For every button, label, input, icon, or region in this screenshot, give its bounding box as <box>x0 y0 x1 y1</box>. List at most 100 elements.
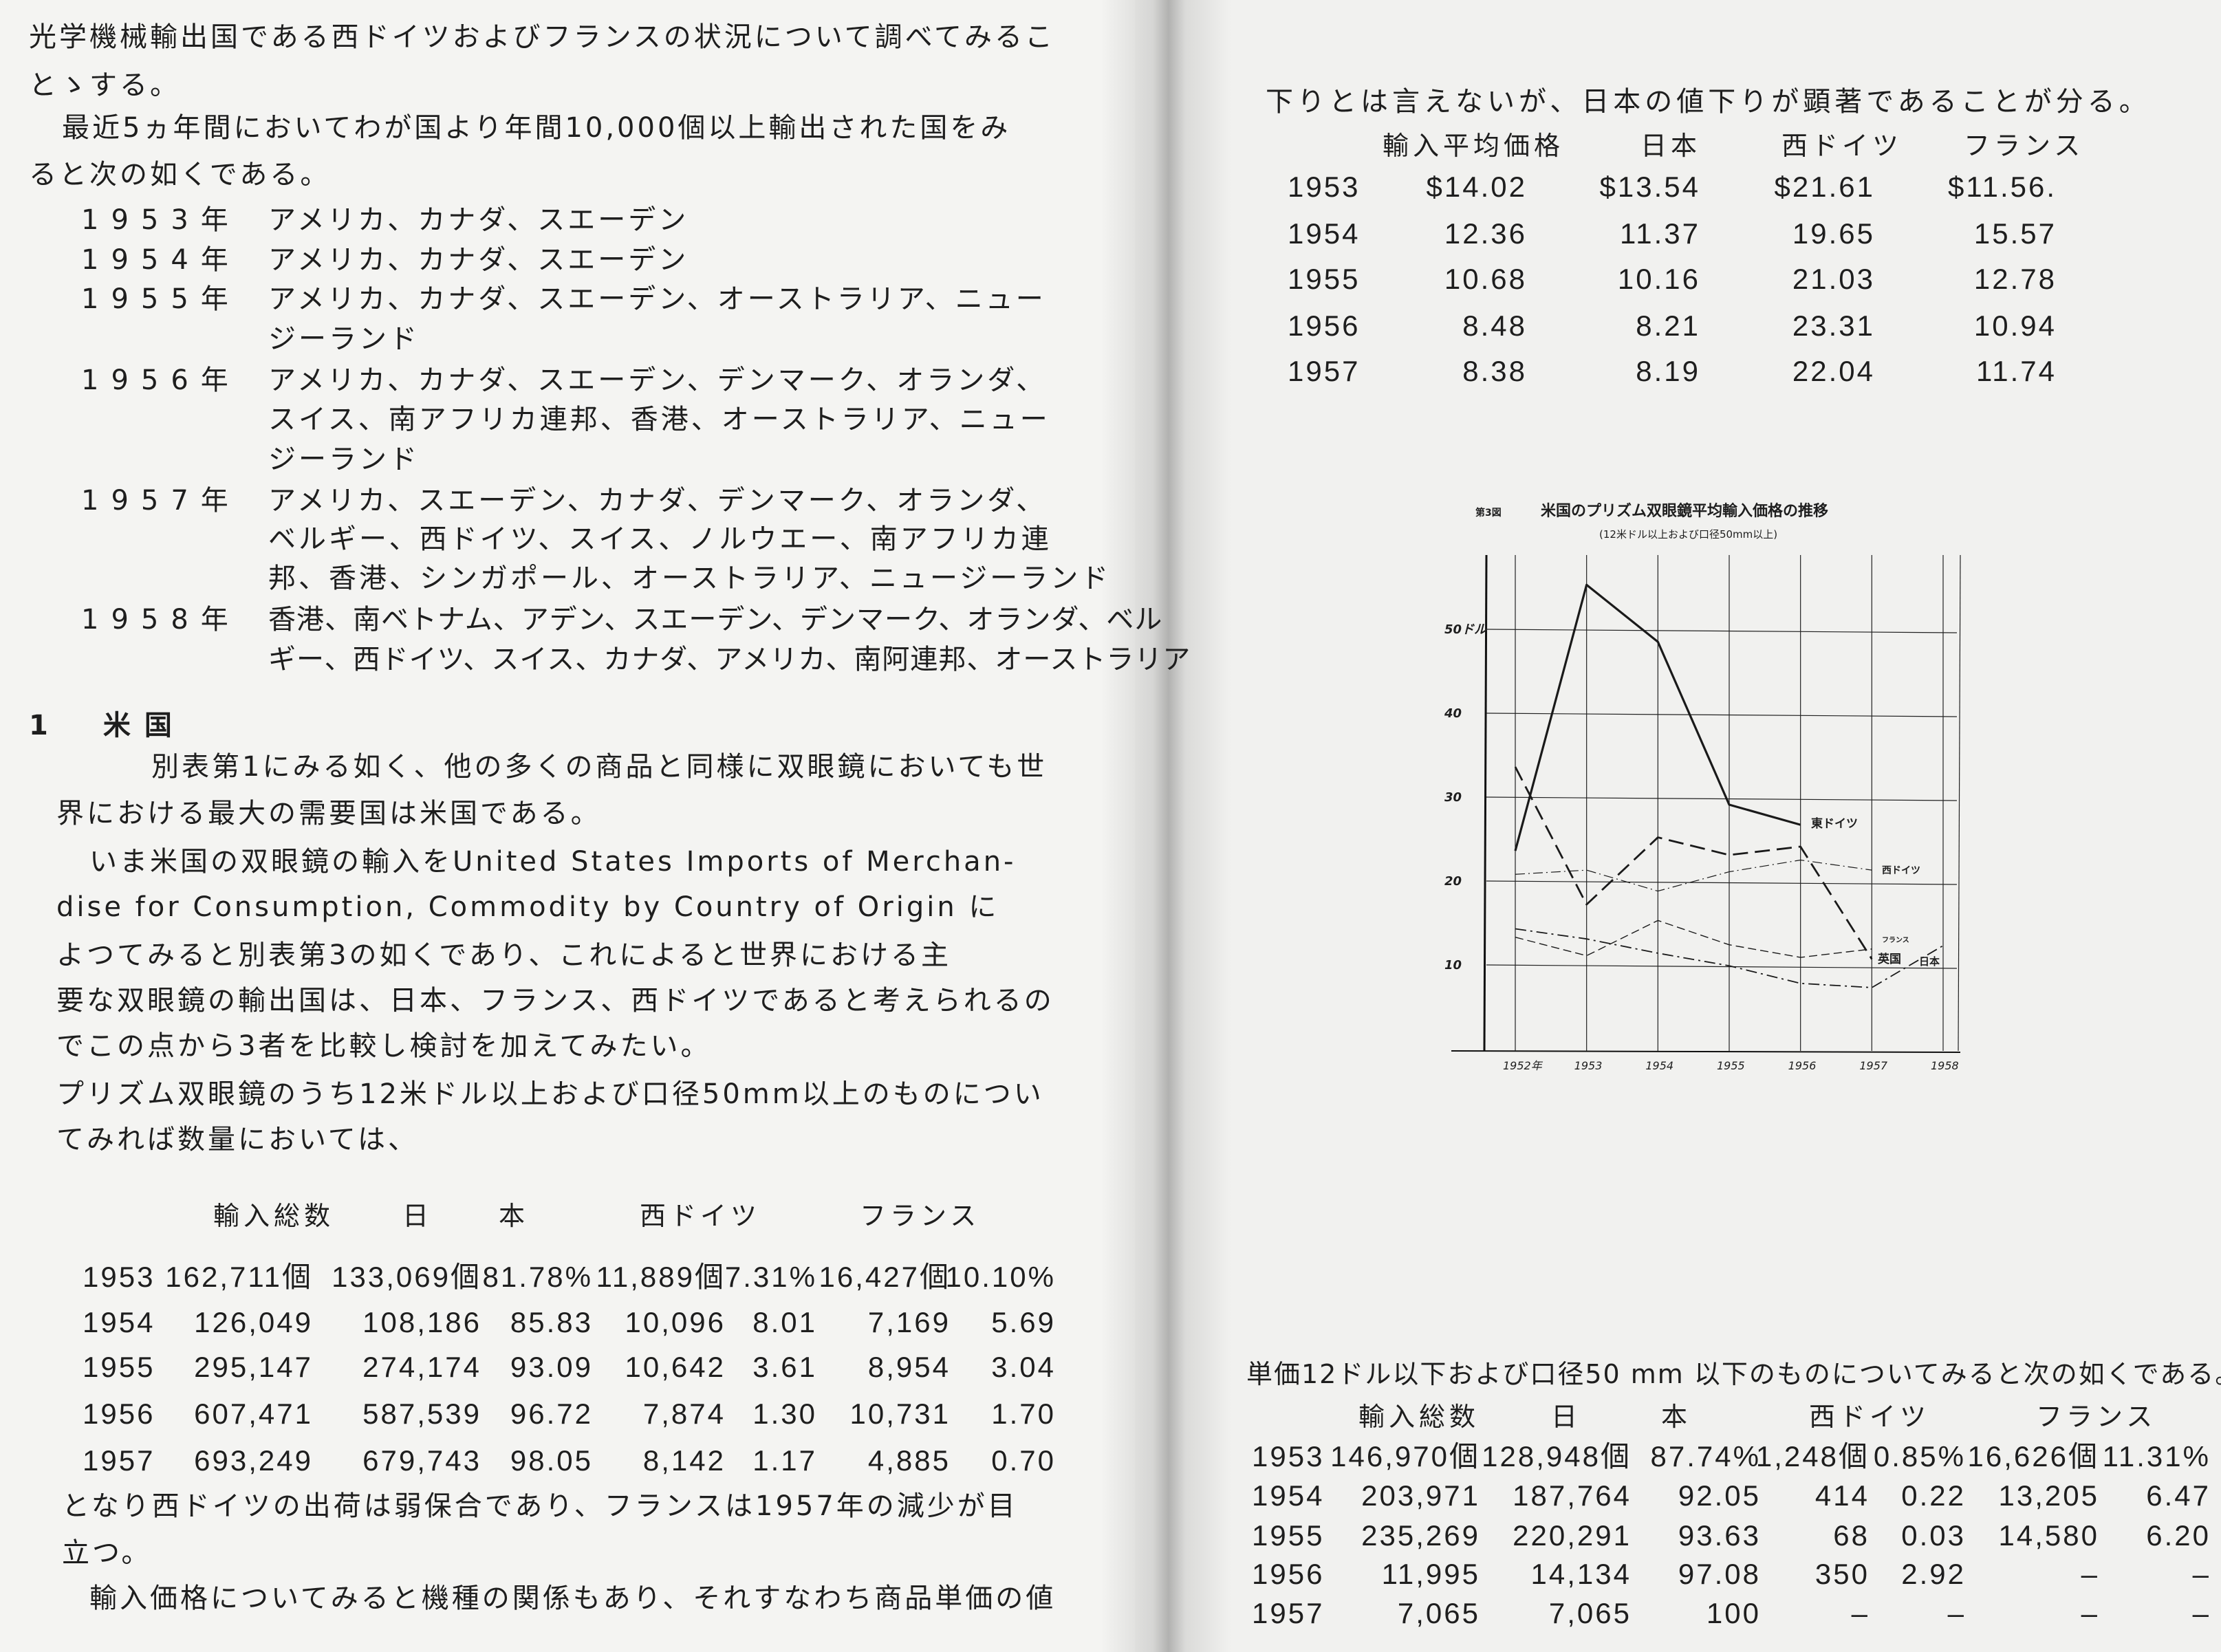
quantity-table-year: 1953 <box>83 1261 155 1293</box>
country-list-year: 1958年 <box>81 604 241 635</box>
price-table-cell: 11.37 <box>1620 217 1700 250</box>
quantity-table-cell: 8.01 <box>752 1306 817 1338</box>
y-tick-label: 20 <box>1444 874 1462 889</box>
series-line <box>1515 920 1872 958</box>
price-table-cell: $13.54 <box>1599 171 1700 203</box>
chart-subtitle: (12米ドル以上および口径50mm以上) <box>1599 528 1777 541</box>
small-items-table-cell: 203,971 <box>1361 1479 1480 1512</box>
quantity-table-cell: 108,186 <box>362 1306 481 1338</box>
price-table-cell: 23.31 <box>1792 309 1875 342</box>
price-table-cell: 19.65 <box>1792 217 1875 250</box>
right-page <box>1135 0 2221 1652</box>
quantity-table-cell: 274,174 <box>362 1351 481 1383</box>
quantity-table-year: 1956 <box>83 1398 155 1430</box>
quantity-table-cell: 96.72 <box>510 1398 593 1430</box>
horizontal-gridline <box>1486 629 1958 633</box>
book-binding-shadow <box>1101 0 1231 1652</box>
small-items-table-cell: 7,065 <box>1548 1597 1632 1629</box>
series-line <box>1514 583 1801 851</box>
quantity-table-cell: 1.70 <box>991 1398 1056 1430</box>
body-line: プリズム双眼鏡のうち12米ドル以上および口径50mm以上のものについ <box>56 1078 1044 1110</box>
quantity-table-cell: 93.09 <box>510 1351 593 1383</box>
closing-line: となり西ドイツの出荷は弱保合であり、フランスは1957年の減少が目 <box>62 1490 1018 1522</box>
quantity-table-cell: 81.78% <box>482 1261 593 1293</box>
small-items-line: 単価12ドル以下および口径50 mm 以下のものについてみると次の如くである。 <box>1246 1359 2221 1389</box>
quantity-table-cell: 8,954 <box>867 1351 951 1383</box>
country-list-line: 邦、香港、シンガポール、オーストラリア、ニュージーランド <box>268 563 1112 594</box>
chart-series <box>1514 583 1944 988</box>
series-label: 英国 <box>1878 952 1901 966</box>
quantity-table-cell: 8,142 <box>642 1444 726 1477</box>
price-table-cell: 8.38 <box>1462 355 1527 387</box>
price-table-cell: 12.78 <box>1973 263 2057 295</box>
country-list-line: アメリカ、カナダ、スエーデン、デンマーク、オランダ、 <box>268 365 1047 396</box>
price-table-cell: 10.94 <box>1973 309 2057 342</box>
table-header: 輸入総数 <box>1358 1402 1480 1432</box>
quantity-table-cell: 0.70 <box>991 1444 1056 1477</box>
intro-line: とゝする。 <box>29 69 180 101</box>
quantity-table-cell: 3.61 <box>752 1351 817 1383</box>
x-tick-label: 1957 <box>1859 1059 1888 1072</box>
price-table-year: 1957 <box>1288 355 1361 387</box>
body-line: dise for Consumption, Commodity by Count… <box>56 891 999 923</box>
y-tick-label: 40 <box>1444 706 1462 721</box>
small-items-table-cell: 100 <box>1706 1597 1761 1629</box>
y-tick-label: 50ドル <box>1444 622 1487 637</box>
small-items-table-cell: 0.22 <box>1901 1479 1966 1512</box>
small-items-table-year: 1954 <box>1252 1479 1325 1512</box>
small-items-table-cell: – <box>2081 1597 2099 1629</box>
price-table-cell: 11.74 <box>1976 355 2057 387</box>
horizontal-gridline <box>1486 713 1958 717</box>
quantity-table-cell: 5.69 <box>991 1306 1056 1338</box>
table-header: フランス <box>860 1201 981 1231</box>
small-items-table-year: 1953 <box>1252 1440 1325 1472</box>
body-line: てみれば数量においては、 <box>56 1124 418 1155</box>
price-table-cell: 8.21 <box>1636 309 1700 342</box>
price-table-cell: 10.68 <box>1444 263 1527 295</box>
chart-ticks: 1952年 1953 1954 1955 1956 1957 1958 10 20 30 40 50ド… <box>1444 622 1959 1072</box>
small-items-table-cell: 187,764 <box>1513 1479 1632 1512</box>
small-items-table-cell: – <box>2192 1597 2211 1629</box>
country-list-line: ベルギー、西ドイツ、スイス、ノルウエー、南アフリカ連 <box>268 523 1052 555</box>
body-line: 別表第1にみる如く、他の多くの商品と同様に双眼鏡においても世 <box>151 751 1048 783</box>
series-label: 日本 <box>1919 955 1940 968</box>
price-table-cell: 10.16 <box>1617 263 1700 295</box>
country-list-year: 1957年 <box>81 485 241 517</box>
series-line <box>1514 766 1873 960</box>
quantity-table-cell: 10,642 <box>625 1351 726 1383</box>
right-gridline <box>1958 554 1961 1052</box>
table-header: 日 <box>1551 1402 1582 1432</box>
quantity-table-cell: 133,069個 <box>332 1261 481 1293</box>
quantity-table-cell: 7.31% <box>724 1261 817 1293</box>
price-table-cell: 15.57 <box>1973 217 2057 250</box>
x-axis <box>1451 1050 1961 1053</box>
series-line <box>1515 859 1872 892</box>
small-items-table-cell: 97.08 <box>1678 1558 1761 1590</box>
quantity-table-cell: 679,743 <box>362 1444 481 1477</box>
small-items-table-cell: 87.74% <box>1650 1440 1761 1472</box>
body-line: いま米国の双眼鏡の輸入をUnited States Imports of Mer… <box>89 846 1017 878</box>
small-items-table-cell: 93.63 <box>1678 1519 1761 1552</box>
small-items-table-cell: – <box>1851 1597 1870 1629</box>
small-items-table-cell: 0.03 <box>1901 1519 1966 1552</box>
table-header: 本 <box>1661 1402 1692 1432</box>
price-table-cell: 21.03 <box>1792 263 1875 295</box>
country-list-year: 1954年 <box>81 244 241 276</box>
small-items-table-cell: 350 <box>1814 1558 1870 1590</box>
quantity-table-cell: 295,147 <box>194 1351 313 1383</box>
y-axis <box>1483 554 1488 1052</box>
quantity-table-cell: 7,169 <box>867 1306 951 1338</box>
table-header: フランス <box>1964 131 2085 161</box>
small-items-table-cell: 128,948個 <box>1482 1440 1632 1472</box>
closing-line: 立つ。 <box>62 1537 152 1569</box>
country-list-year: 1956年 <box>81 365 241 396</box>
country-list-line: アメリカ、カナダ、スエーデン <box>268 244 689 276</box>
quantity-table-cell: 693,249 <box>194 1444 313 1477</box>
intro-line: 光学機械輸出国である西ドイツおよびフランスの状況について調べてみるこ <box>29 21 1055 53</box>
quantity-table-cell: 11,889個 <box>596 1261 726 1293</box>
small-items-table-cell: 235,269 <box>1361 1519 1480 1552</box>
small-items-table-cell: 6.20 <box>2146 1519 2211 1552</box>
quantity-table-cell: 10,096 <box>625 1306 726 1338</box>
small-items-table-cell: – <box>2081 1558 2099 1590</box>
